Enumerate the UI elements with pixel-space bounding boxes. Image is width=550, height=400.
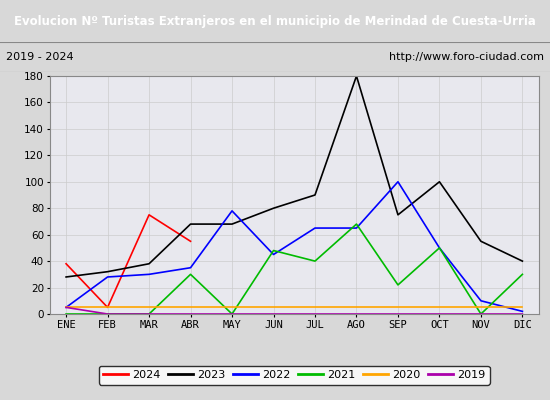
Text: 2019 - 2024: 2019 - 2024: [6, 52, 73, 62]
Legend: 2024, 2023, 2022, 2021, 2020, 2019: 2024, 2023, 2022, 2021, 2020, 2019: [99, 366, 490, 385]
Text: http://www.foro-ciudad.com: http://www.foro-ciudad.com: [389, 52, 544, 62]
Text: Evolucion Nº Turistas Extranjeros en el municipio de Merindad de Cuesta-Urria: Evolucion Nº Turistas Extranjeros en el …: [14, 14, 536, 28]
